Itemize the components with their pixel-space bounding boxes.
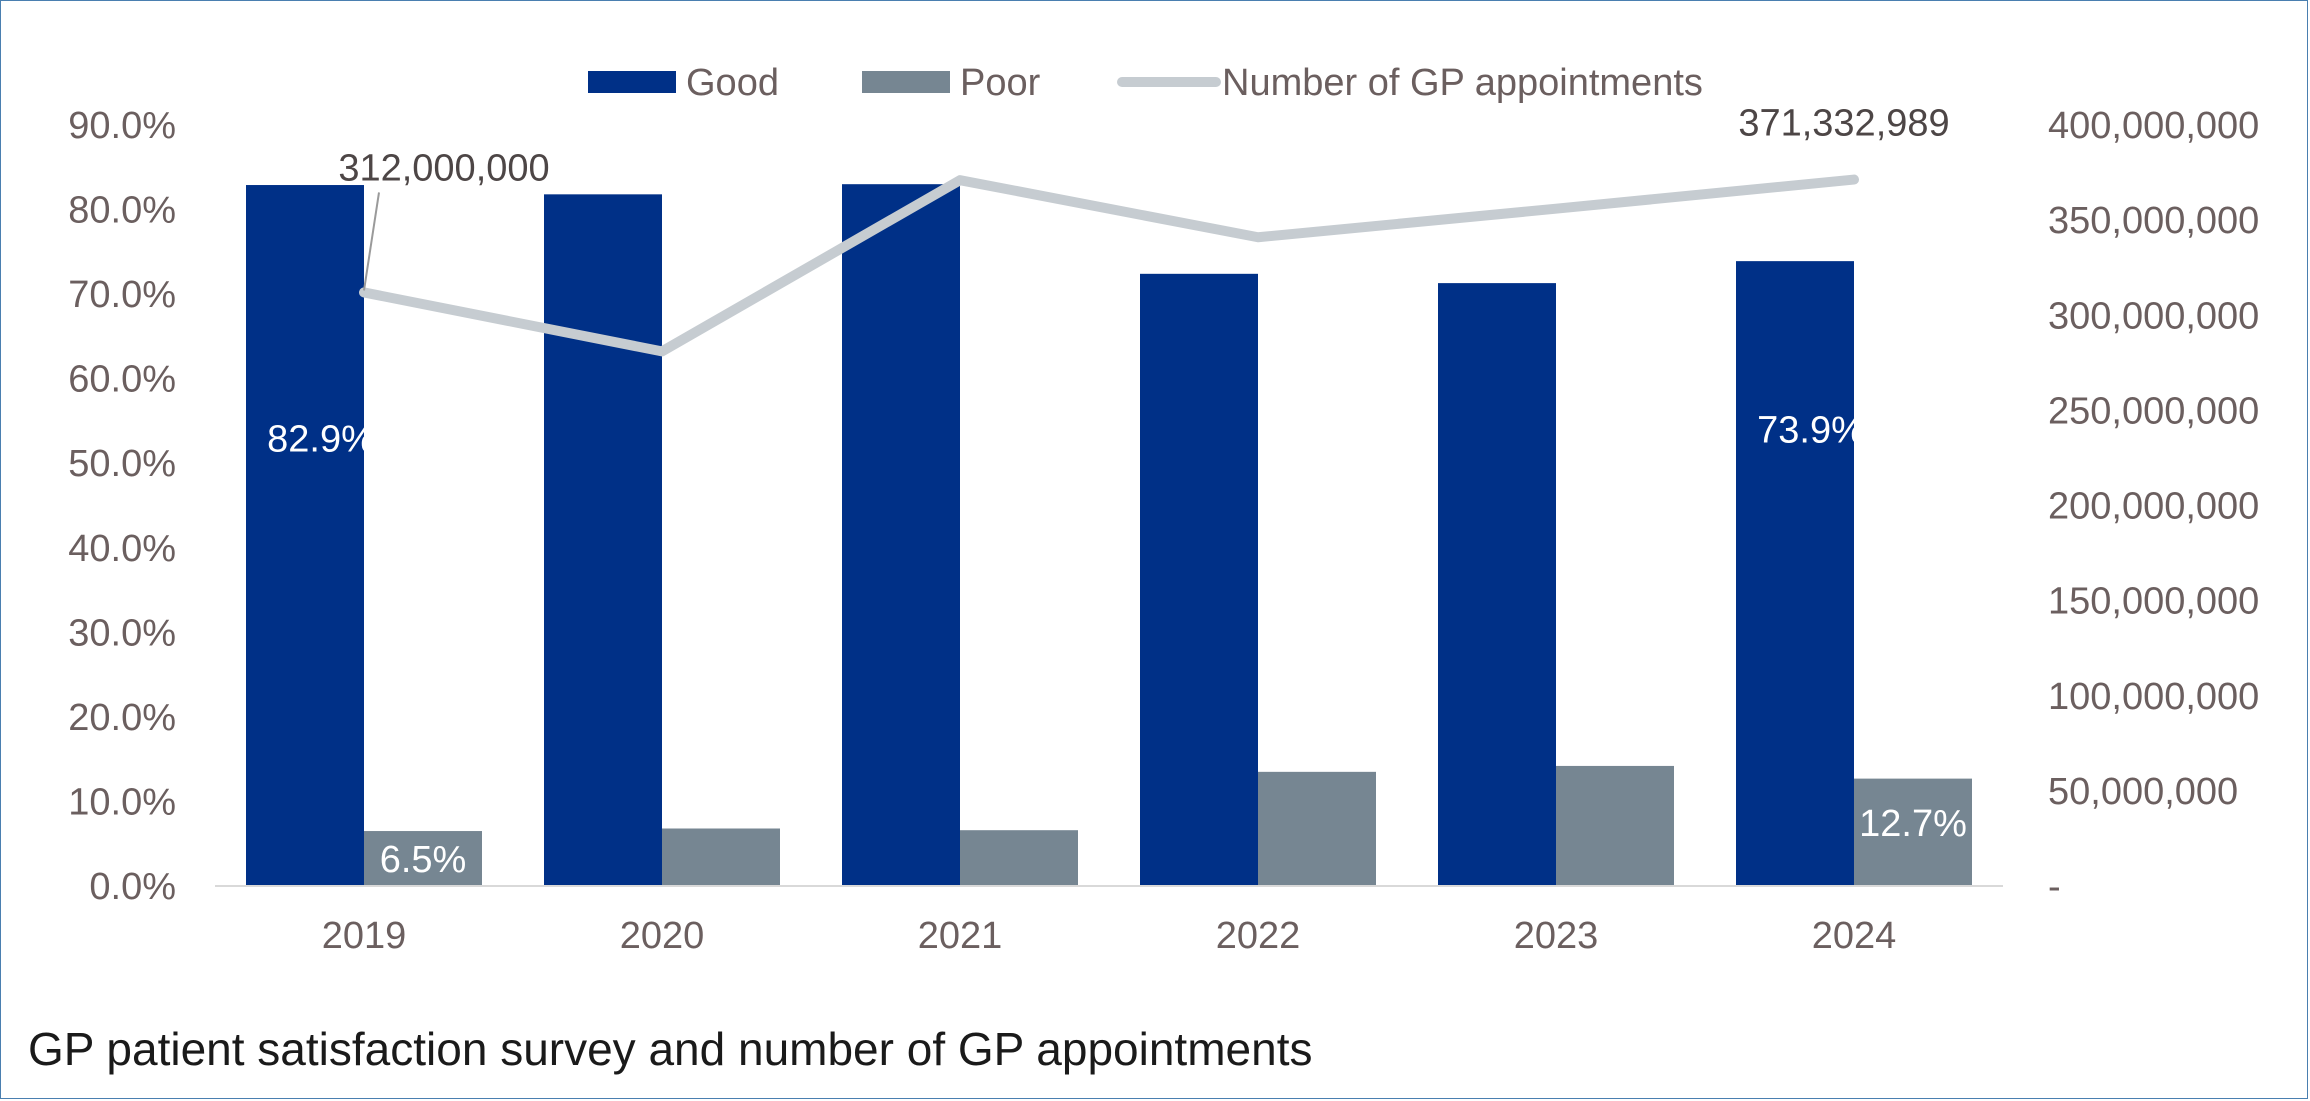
- x-axis-tick-label: 2022: [1216, 915, 1301, 957]
- bar-good-2020: [544, 194, 662, 886]
- right-axis-tick-label: -: [2048, 866, 2061, 908]
- bar-good-2023: [1438, 283, 1556, 886]
- x-axis-tick-label: 2024: [1812, 915, 1897, 957]
- left-axis-tick-label: 70.0%: [68, 274, 176, 316]
- right-axis-tick-label: 250,000,000: [2048, 390, 2259, 432]
- right-axis-tick-label: 200,000,000: [2048, 486, 2259, 528]
- x-axis-tick-label: 2021: [918, 915, 1003, 957]
- data-label-good: 73.9%: [1757, 409, 1865, 451]
- bar-poor-2023: [1556, 765, 1674, 886]
- data-label-number-of-gp-appointments: 312,000,000: [338, 147, 549, 189]
- x-axis-tick-label: 2023: [1514, 915, 1599, 957]
- left-axis-tick-label: 10.0%: [68, 781, 176, 823]
- chart-caption: GP patient satisfaction survey and numbe…: [28, 1023, 1313, 1075]
- bar-good-2024: [1736, 261, 1854, 887]
- x-axis-tick-label: 2019: [322, 915, 407, 957]
- left-axis-tick-label: 30.0%: [68, 612, 176, 654]
- data-label-good: 82.9%: [267, 418, 375, 460]
- right-axis-tick-label: 300,000,000: [2048, 295, 2259, 337]
- right-axis-tick-label: 100,000,000: [2048, 676, 2259, 718]
- line-number-of-gp-appointments: [359, 174, 1859, 357]
- bar-poor-2021: [960, 830, 1078, 886]
- left-axis-tick-label: 50.0%: [68, 443, 176, 485]
- left-axis-tick-label: 90.0%: [68, 105, 176, 147]
- data-label-poor: 12.7%: [1859, 803, 1967, 845]
- data-label-poor: 6.5%: [380, 839, 467, 881]
- left-axis-tick-label: 40.0%: [68, 528, 176, 570]
- legend-swatch-good: [588, 71, 676, 93]
- bar-poor-2019: [364, 831, 482, 886]
- legend-swatch-poor: [862, 71, 950, 93]
- legend-label: Poor: [960, 62, 1041, 104]
- left-axis-tick-label: 80.0%: [68, 190, 176, 232]
- bar-good-2021: [842, 184, 960, 886]
- data-label-leader-line: [363, 192, 380, 291]
- bar-poor-2024: [1854, 778, 1972, 886]
- bar-poor-2020: [662, 828, 780, 886]
- right-axis-tick-label: 400,000,000: [2048, 105, 2259, 147]
- bar-poor-2022: [1258, 771, 1376, 886]
- x-axis-tick-label: 2020: [620, 915, 705, 957]
- left-axis-tick-label: 0.0%: [89, 866, 176, 908]
- right-axis-tick-label: 350,000,000: [2048, 200, 2259, 242]
- right-axis-tick-label: 150,000,000: [2048, 581, 2259, 623]
- data-label-number-of-gp-appointments: 371,332,989: [1738, 103, 1949, 145]
- right-axis-tick-label: 50,000,000: [2048, 771, 2238, 813]
- legend-label: Good: [686, 62, 779, 104]
- legend-label: Number of GP appointments: [1222, 62, 1703, 104]
- bar-good-2022: [1140, 273, 1258, 887]
- bar-good-2019: [246, 185, 364, 887]
- left-axis-tick-label: 60.0%: [68, 359, 176, 401]
- left-axis-tick-label: 20.0%: [68, 697, 176, 739]
